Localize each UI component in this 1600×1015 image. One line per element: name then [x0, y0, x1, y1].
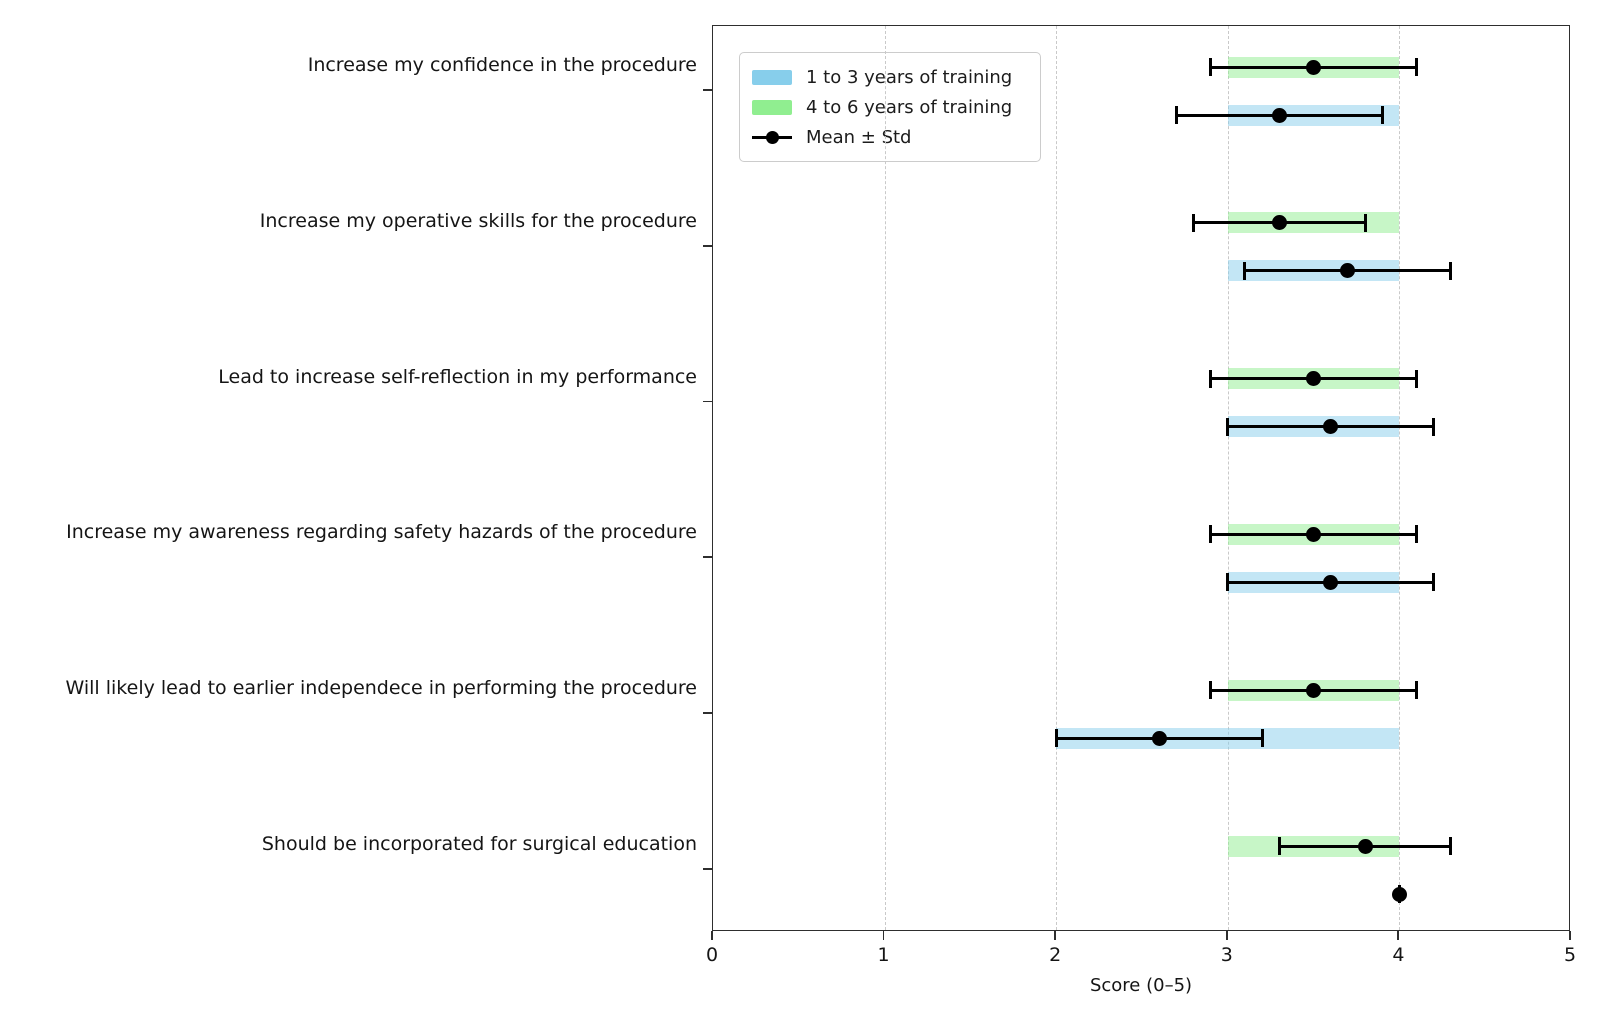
category-label: Will likely lead to earlier independece … [65, 677, 698, 700]
category-label: Lead to increase self-reflection in my p… [218, 365, 697, 388]
error-bar-cap-right [1415, 58, 1419, 76]
error-bar-cap-right [1432, 573, 1436, 592]
x-tick-mark [1397, 931, 1400, 940]
x-tick-label: 5 [1563, 944, 1577, 966]
x-axis-label: Score (0–5) [1089, 975, 1193, 996]
category-label: Increase my awareness regarding safety h… [66, 521, 697, 544]
error-bar-cap-right [1363, 213, 1367, 232]
y-tick-mark [703, 244, 712, 247]
mean-marker [1391, 886, 1407, 902]
gridline-x-4 [1399, 26, 1401, 930]
error-bar-cap-left [1174, 106, 1178, 124]
x-tick-label: 3 [1220, 944, 1233, 966]
category-label: Should be incorporated for surgical educ… [261, 833, 697, 855]
blue-series-swatch [752, 69, 792, 85]
x-tick-label: 0 [705, 944, 719, 966]
error-bar-cap-left [1277, 837, 1281, 855]
error-bar-cap-left [1209, 681, 1213, 700]
error-bar-cap-right [1449, 837, 1453, 855]
mean-marker [1323, 419, 1339, 435]
error-bar-cap-left [1054, 729, 1058, 748]
mean-marker [1357, 838, 1373, 854]
error-bar-cap-right [1415, 525, 1419, 544]
mean-marker [1340, 263, 1356, 279]
legend-item-1-to-3-years: 1 to 3 years of training [752, 62, 1028, 92]
x-tick-mark [1054, 931, 1056, 940]
legend-item-4-to-6-years: 4 to 6 years of training [752, 92, 1028, 122]
mean-marker [1271, 107, 1287, 123]
mean-std-line-marker-icon [752, 130, 792, 145]
green-series-swatch [752, 99, 792, 115]
error-bar-cap-right [1415, 681, 1419, 700]
error-bar-cap-left [1209, 525, 1213, 544]
error-bar-cap-left [1243, 261, 1247, 280]
plot-area: 1 to 3 years of training 4 to 6 years of… [712, 25, 1570, 931]
category-label: Increase my operative skills for the pro… [259, 209, 697, 232]
y-tick-mark [703, 400, 712, 403]
error-bar-cap-left [1191, 213, 1195, 232]
legend-label: 1 to 3 years of training [806, 66, 1013, 88]
legend-label: Mean ± Std [806, 126, 912, 148]
category-label: Increase my confidence in the procedure [307, 54, 697, 76]
x-tick-mark [882, 931, 885, 940]
error-bar-cap-left [1209, 369, 1213, 388]
mean-marker [1323, 574, 1339, 590]
y-tick-mark [703, 712, 712, 714]
mean-marker [1306, 371, 1322, 387]
legend-label: 4 to 6 years of training [806, 96, 1013, 118]
error-bar-cap-right [1415, 369, 1419, 388]
gridline-x-2 [1056, 26, 1058, 930]
mean-marker [1151, 730, 1167, 746]
x-tick-label: 1 [877, 944, 890, 966]
error-bar-cap-right [1380, 106, 1384, 124]
x-tick-mark [1569, 931, 1571, 940]
gridline-x-1 [884, 26, 886, 930]
x-tick-label: 2 [1049, 944, 1062, 966]
x-tick-mark [711, 931, 713, 940]
legend: 1 to 3 years of training 4 to 6 years of… [739, 52, 1041, 162]
error-bar-cap-left [1209, 58, 1213, 76]
error-bar-cap-right [1449, 261, 1453, 280]
mean-marker [1306, 526, 1322, 542]
mean-marker [1306, 682, 1322, 698]
error-bar-cap-right [1260, 729, 1264, 748]
legend-item-mean-std: Mean ± Std [752, 122, 1028, 152]
y-tick-mark [703, 868, 712, 870]
x-tick-mark [1225, 931, 1228, 940]
y-tick-mark [703, 89, 712, 91]
mean-marker [1271, 215, 1287, 231]
error-bar-cap-left [1226, 573, 1230, 592]
mean-marker [1306, 59, 1322, 75]
y-tick-mark [703, 556, 712, 559]
x-tick-label: 4 [1392, 944, 1405, 966]
gridline-x-3 [1227, 26, 1229, 930]
error-bar-cap-left [1226, 417, 1230, 436]
error-bar-cap-right [1432, 417, 1436, 436]
